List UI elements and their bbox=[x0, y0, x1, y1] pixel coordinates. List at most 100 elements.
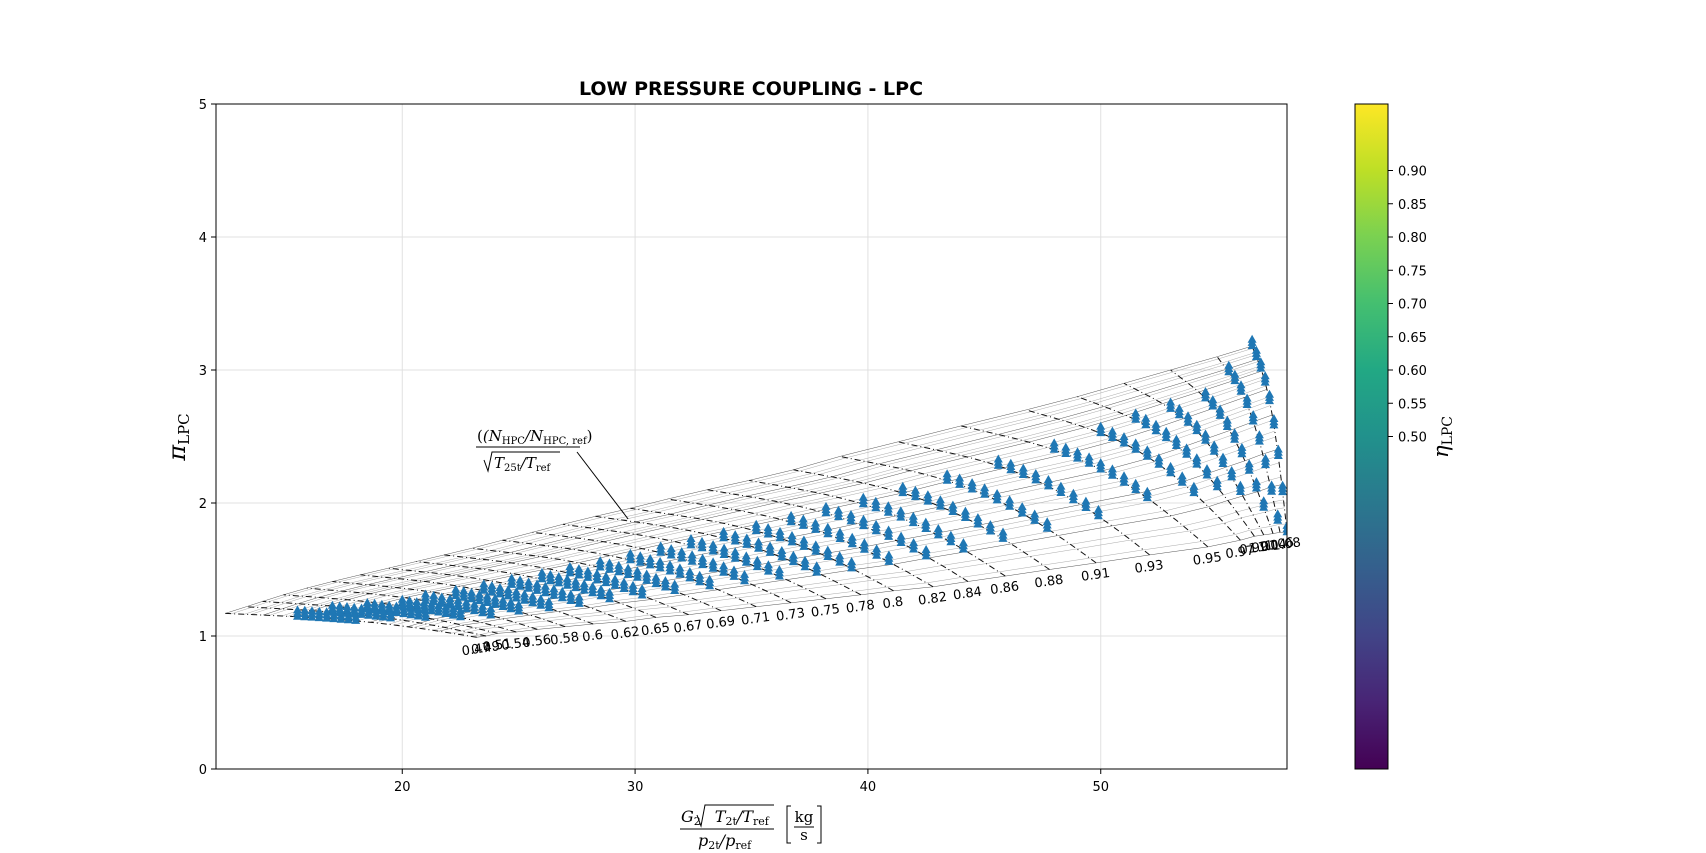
operating-point-marker bbox=[544, 596, 554, 605]
operating-point-marker bbox=[623, 563, 633, 572]
operating-point-marker bbox=[933, 524, 943, 532]
operating-point-marker bbox=[948, 500, 958, 509]
operating-point-marker bbox=[670, 579, 680, 588]
annotation-num-mid: /N bbox=[523, 427, 544, 445]
x-label-left-bracket bbox=[786, 805, 791, 844]
speed-line-label: 0.95 bbox=[1192, 550, 1223, 569]
operating-point-marker bbox=[520, 589, 529, 598]
operating-point-marker bbox=[566, 589, 576, 598]
operating-point-marker bbox=[665, 560, 675, 569]
operating-point-marker bbox=[777, 546, 787, 554]
operating-point-marker bbox=[1251, 477, 1261, 486]
operating-point-marker bbox=[1177, 471, 1187, 480]
operating-point-marker bbox=[651, 572, 661, 581]
x-tick-label: 20 bbox=[394, 780, 411, 795]
operating-point-marker bbox=[719, 543, 729, 552]
operating-point-marker bbox=[985, 520, 995, 529]
operating-point-marker bbox=[960, 506, 970, 515]
operating-point-marker bbox=[835, 551, 845, 560]
operating-point-marker bbox=[1131, 408, 1141, 417]
operating-point-marker bbox=[503, 585, 513, 593]
speed-line-label: 0.69 bbox=[705, 614, 736, 633]
operating-point-marker bbox=[740, 569, 749, 578]
x-label-den-p1: p bbox=[698, 831, 708, 850]
map-fine-line bbox=[332, 389, 1267, 620]
operating-point-marker bbox=[1073, 447, 1082, 456]
y-tick-label: 1 bbox=[199, 630, 207, 645]
operating-point-marker bbox=[835, 527, 845, 536]
operating-point-marker bbox=[1093, 504, 1103, 513]
operating-point-marker bbox=[871, 496, 881, 505]
operating-point-marker bbox=[1084, 452, 1094, 461]
operating-point-marker bbox=[719, 561, 729, 570]
operating-point-marker bbox=[908, 511, 918, 520]
annotation-num-open: (N bbox=[483, 427, 503, 445]
map-fine-line bbox=[269, 361, 1259, 616]
operating-point-marker bbox=[421, 589, 430, 598]
operating-point-marker bbox=[884, 525, 894, 534]
speed-line-label: 0.56 bbox=[521, 632, 552, 651]
operating-point-marker bbox=[1269, 414, 1279, 422]
colorbar-tick-label: 0.75 bbox=[1398, 264, 1427, 279]
operating-point-marker bbox=[754, 537, 763, 546]
y-tick-label: 3 bbox=[199, 364, 207, 379]
map-fine-line bbox=[231, 348, 1253, 614]
operating-point-marker bbox=[1237, 442, 1247, 451]
speed-line bbox=[898, 441, 1150, 556]
operating-point-marker bbox=[708, 540, 718, 549]
operating-point-marker bbox=[973, 513, 983, 522]
operating-point-marker bbox=[685, 567, 695, 575]
operating-point-marker bbox=[1202, 464, 1212, 473]
operating-point-marker bbox=[524, 577, 534, 586]
y-tick-label: 0 bbox=[199, 763, 207, 778]
speed-line-label: 0.75 bbox=[810, 602, 841, 621]
colorbar-tick-label: 0.90 bbox=[1398, 165, 1427, 180]
operating-point-marker bbox=[482, 591, 492, 600]
operating-point-marker bbox=[307, 606, 317, 615]
operating-point-marker bbox=[507, 573, 517, 582]
x-label-right-bracket bbox=[817, 805, 822, 844]
y-axis-ticks: 0 1 2 3 4 5 bbox=[199, 98, 216, 778]
speed-line-label: 0.84 bbox=[952, 585, 983, 604]
operating-point-marker bbox=[788, 550, 798, 559]
operating-point-marker bbox=[574, 564, 584, 573]
operating-point-marker bbox=[1166, 397, 1176, 406]
x-label-num-prefix: G bbox=[681, 807, 694, 826]
operating-point-marker bbox=[540, 581, 550, 590]
speed-line-label: 0.99 bbox=[1239, 539, 1270, 558]
operating-point-marker bbox=[1248, 410, 1258, 419]
operating-point-marker bbox=[1107, 426, 1117, 435]
operating-point-marker bbox=[467, 587, 476, 596]
x-label-num-root: T bbox=[715, 807, 727, 826]
x-label-denominator: p2t/pref bbox=[698, 831, 752, 852]
operating-point-marker bbox=[459, 586, 469, 595]
map-fine-line bbox=[470, 523, 1287, 637]
operating-point-marker bbox=[429, 590, 439, 599]
speed-line bbox=[960, 425, 1209, 548]
operating-point-marker bbox=[660, 576, 670, 585]
operating-point-marker bbox=[583, 566, 593, 575]
operating-point-marker bbox=[628, 580, 638, 589]
operating-point-marker bbox=[571, 576, 581, 585]
speed-line-label: 0.65 bbox=[640, 620, 671, 639]
x-tick-label: 50 bbox=[1092, 780, 1109, 795]
operating-point-marker bbox=[515, 575, 525, 584]
y-axis-label: πLPC bbox=[163, 413, 193, 461]
speed-line-label: 0.86 bbox=[989, 579, 1020, 598]
speed-line bbox=[416, 561, 657, 618]
colorbar-tick-label: 0.85 bbox=[1398, 198, 1427, 213]
operating-point-marker bbox=[596, 584, 606, 593]
speed-line-label: 0.67 bbox=[673, 618, 704, 637]
operating-point-marker bbox=[1043, 475, 1053, 483]
map-fine-line bbox=[325, 385, 1267, 619]
operating-point-marker bbox=[787, 531, 797, 539]
x-label-num-sub: 2 bbox=[694, 815, 701, 828]
operating-point-marker bbox=[557, 586, 567, 595]
x-label-num-root-mid: /T bbox=[735, 807, 754, 826]
operating-point-marker bbox=[1142, 486, 1152, 495]
operating-point-marker bbox=[1166, 461, 1176, 470]
speed-line-label: 0.73 bbox=[775, 606, 806, 625]
operating-point-marker bbox=[1201, 387, 1210, 395]
speed-line-label: 0.51 bbox=[482, 636, 513, 655]
